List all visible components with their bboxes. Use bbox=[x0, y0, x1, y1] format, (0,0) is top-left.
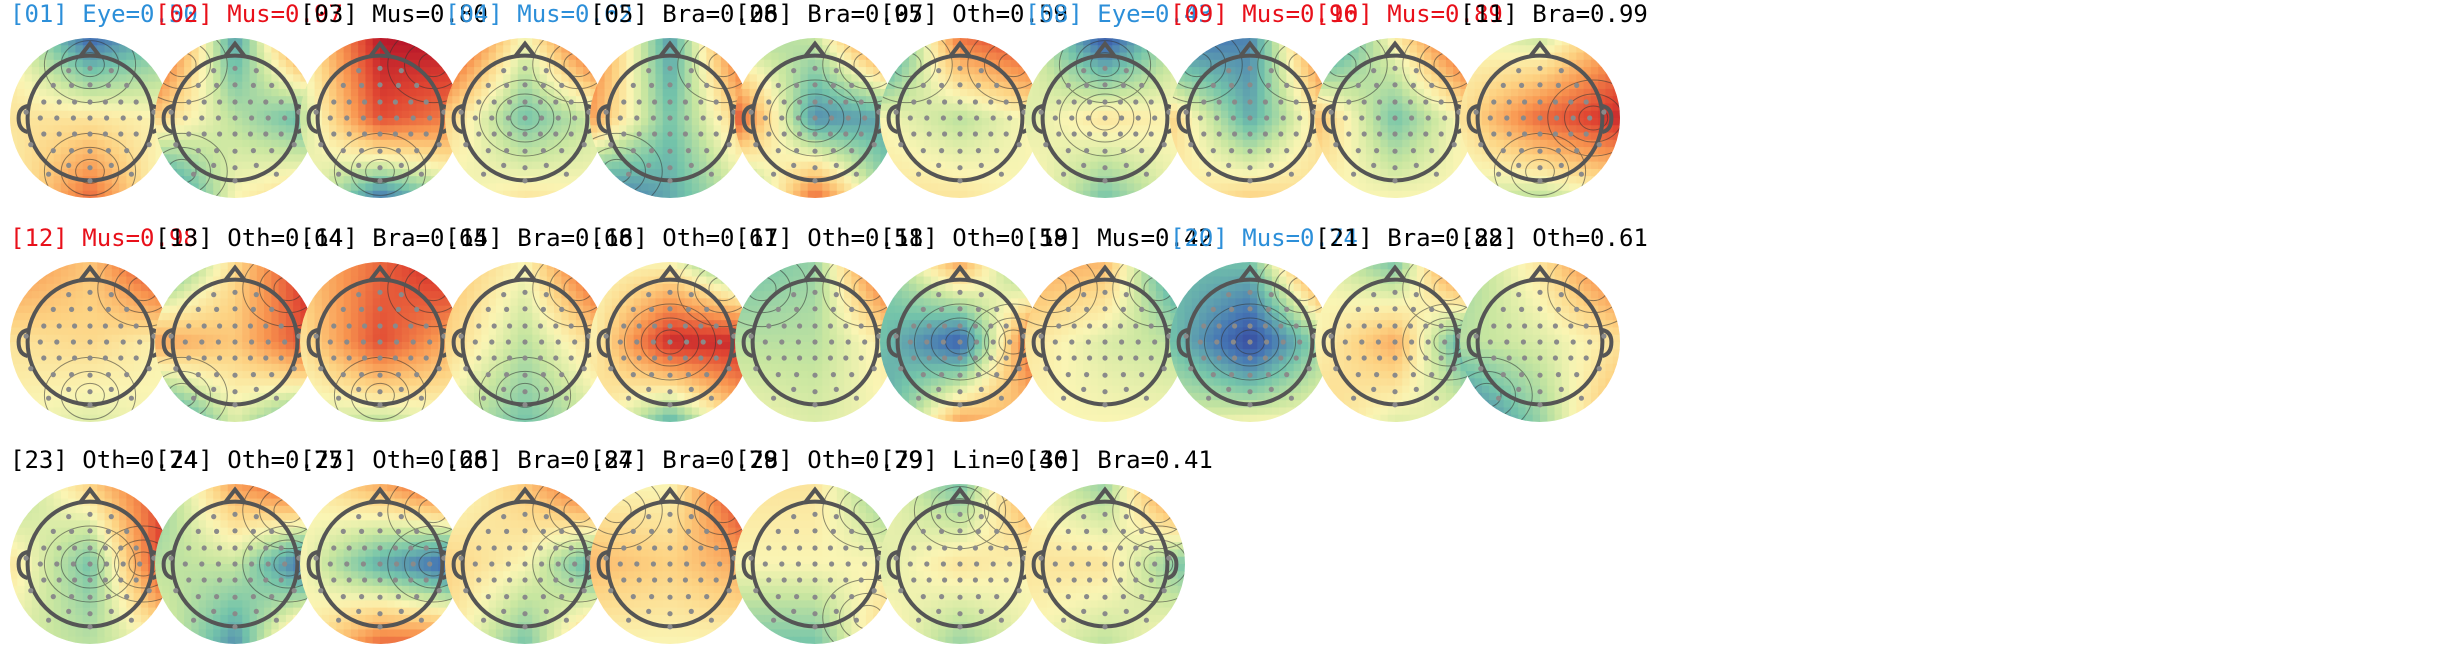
component-index: [18] bbox=[880, 224, 938, 252]
component-class-score: Bra=0.99 bbox=[1532, 0, 1648, 28]
component-index: [19] bbox=[1025, 224, 1083, 252]
component-index: [27] bbox=[590, 446, 648, 474]
component-index: [29] bbox=[880, 446, 938, 474]
component-topomap: [11] Bra=0.99 bbox=[1460, 0, 1685, 222]
component-label: [30] Bra=0.41 bbox=[1025, 446, 1213, 474]
component-index: [17] bbox=[735, 224, 793, 252]
component-index: [21] bbox=[1315, 224, 1373, 252]
component-index: [26] bbox=[445, 446, 503, 474]
component-index: [11] bbox=[1460, 0, 1518, 28]
component-index: [03] bbox=[300, 0, 358, 28]
component-index: [01] bbox=[10, 0, 68, 28]
component-index: [14] bbox=[300, 224, 358, 252]
component-topomap: [22] Oth=0.61 bbox=[1460, 224, 1685, 446]
component-index: [10] bbox=[1315, 0, 1373, 28]
component-class-score: Oth=0.61 bbox=[1532, 224, 1648, 252]
component-index: [23] bbox=[10, 446, 68, 474]
component-index: [07] bbox=[880, 0, 938, 28]
component-index: [28] bbox=[735, 446, 793, 474]
scalp-map bbox=[1460, 256, 1640, 432]
scalp-map bbox=[1025, 478, 1205, 654]
component-index: [06] bbox=[735, 0, 793, 28]
component-label: [11] Bra=0.99 bbox=[1460, 0, 1648, 28]
component-index: [25] bbox=[300, 446, 358, 474]
component-topomap: [30] Bra=0.41 bbox=[1025, 446, 1250, 668]
component-index: [05] bbox=[590, 0, 648, 28]
component-index: [24] bbox=[155, 446, 213, 474]
component-label: [22] Oth=0.61 bbox=[1460, 224, 1648, 252]
component-index: [12] bbox=[10, 224, 68, 252]
component-index: [15] bbox=[445, 224, 503, 252]
component-class-score: Bra=0.41 bbox=[1097, 446, 1213, 474]
component-index: [02] bbox=[155, 0, 213, 28]
component-index: [22] bbox=[1460, 224, 1518, 252]
component-index: [30] bbox=[1025, 446, 1083, 474]
component-index: [08] bbox=[1025, 0, 1083, 28]
scalp-map bbox=[1460, 32, 1640, 208]
component-index: [13] bbox=[155, 224, 213, 252]
component-index: [09] bbox=[1170, 0, 1228, 28]
component-index: [20] bbox=[1170, 224, 1228, 252]
component-index: [04] bbox=[445, 0, 503, 28]
component-index: [16] bbox=[590, 224, 648, 252]
